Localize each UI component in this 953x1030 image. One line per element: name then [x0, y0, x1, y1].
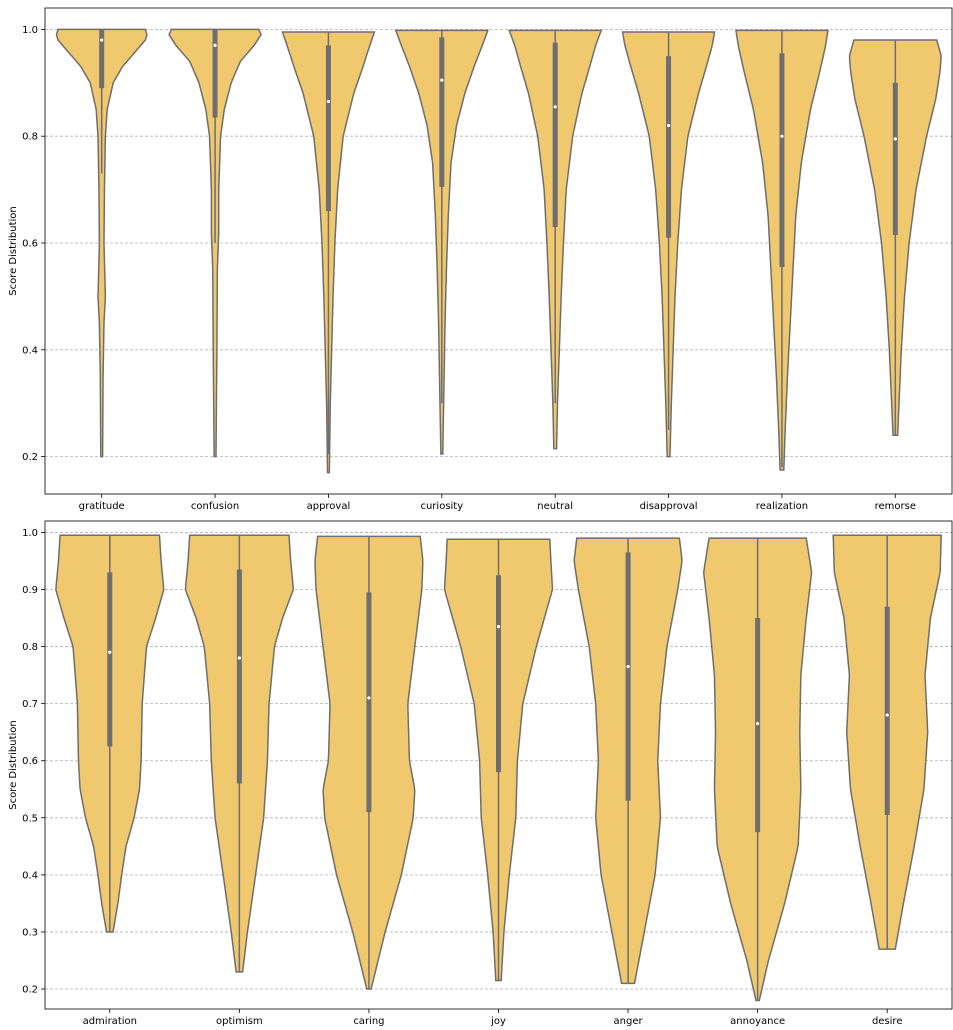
y-axis-title: Score Distribution [8, 206, 19, 296]
y-tick-label: 0.8 [22, 642, 38, 653]
median-point-confusion [213, 43, 217, 47]
y-tick-label: 1.0 [22, 25, 38, 36]
violin-gratitude [55, 28, 148, 458]
x-tick-label-disapproval: disapproval [640, 501, 698, 512]
y-tick-label: 0.4 [22, 345, 38, 356]
median-point-admiration [108, 650, 112, 654]
median-point-desire [885, 713, 889, 717]
x-tick-label-annoyance: annoyance [730, 1016, 785, 1027]
median-point-gratitude [100, 38, 104, 42]
median-point-curiosity [440, 78, 444, 82]
median-point-approval [326, 99, 331, 104]
axes-frame [44, 7, 953, 495]
x-tick-label-optimism: optimism [216, 1016, 263, 1027]
y-tick-label: 0.2 [22, 985, 38, 996]
median-point-anger [626, 664, 630, 669]
median-point-annoyance [756, 722, 760, 726]
y-tick-label: 0.6 [22, 756, 38, 767]
x-tick-label-realization: realization [756, 501, 808, 512]
median-point-optimism [237, 656, 241, 660]
x-tick-label-desire: desire [872, 1016, 903, 1027]
median-point-realization [780, 134, 784, 138]
y-tick-label: 0.7 [22, 699, 38, 710]
y-tick-label: 0.4 [22, 870, 38, 881]
y-axis-title: Score Distribution [8, 720, 19, 810]
median-point-remorse [893, 137, 897, 141]
x-tick-label-anger: anger [614, 1016, 644, 1027]
x-tick-label-joy: joy [490, 1016, 506, 1027]
y-tick-label: 0.6 [22, 238, 38, 249]
median-point-disapproval [666, 123, 671, 128]
y-tick-label: 0.2 [22, 452, 38, 463]
x-tick-label-caring: caring [353, 1016, 384, 1027]
y-tick-label: 0.3 [22, 927, 38, 938]
y-tick-label: 1.0 [22, 528, 38, 539]
y-tick-label: 0.8 [22, 132, 38, 143]
top-violin-panel: 0.2 0.4 0.6 0.8 1.0 gratitude confusion approva… [8, 7, 953, 512]
y-tick-label: 0.5 [22, 813, 38, 824]
x-tick-label-remorse: remorse [875, 501, 916, 512]
x-tick-label-curiosity: curiosity [420, 501, 463, 512]
y-tick-label: 0.9 [22, 585, 38, 596]
x-tick-label-neutral: neutral [537, 501, 573, 512]
x-tick-label-approval: approval [307, 501, 351, 512]
violin-confusion [168, 28, 262, 458]
x-tick-label-gratitude: gratitude [79, 501, 125, 512]
median-point-joy [496, 624, 501, 629]
median-point-neutral [553, 105, 557, 109]
x-tick-label-confusion: confusion [191, 501, 239, 512]
x-tick-label-admiration: admiration [83, 1016, 137, 1027]
axes-frame [44, 520, 953, 1010]
bottom-violin-panel: 0.2 0.3 0.4 0.5 0.6 0.7 0.8 0.9 1.0 admiration opt… [8, 520, 953, 1027]
median-point-caring [367, 696, 371, 700]
